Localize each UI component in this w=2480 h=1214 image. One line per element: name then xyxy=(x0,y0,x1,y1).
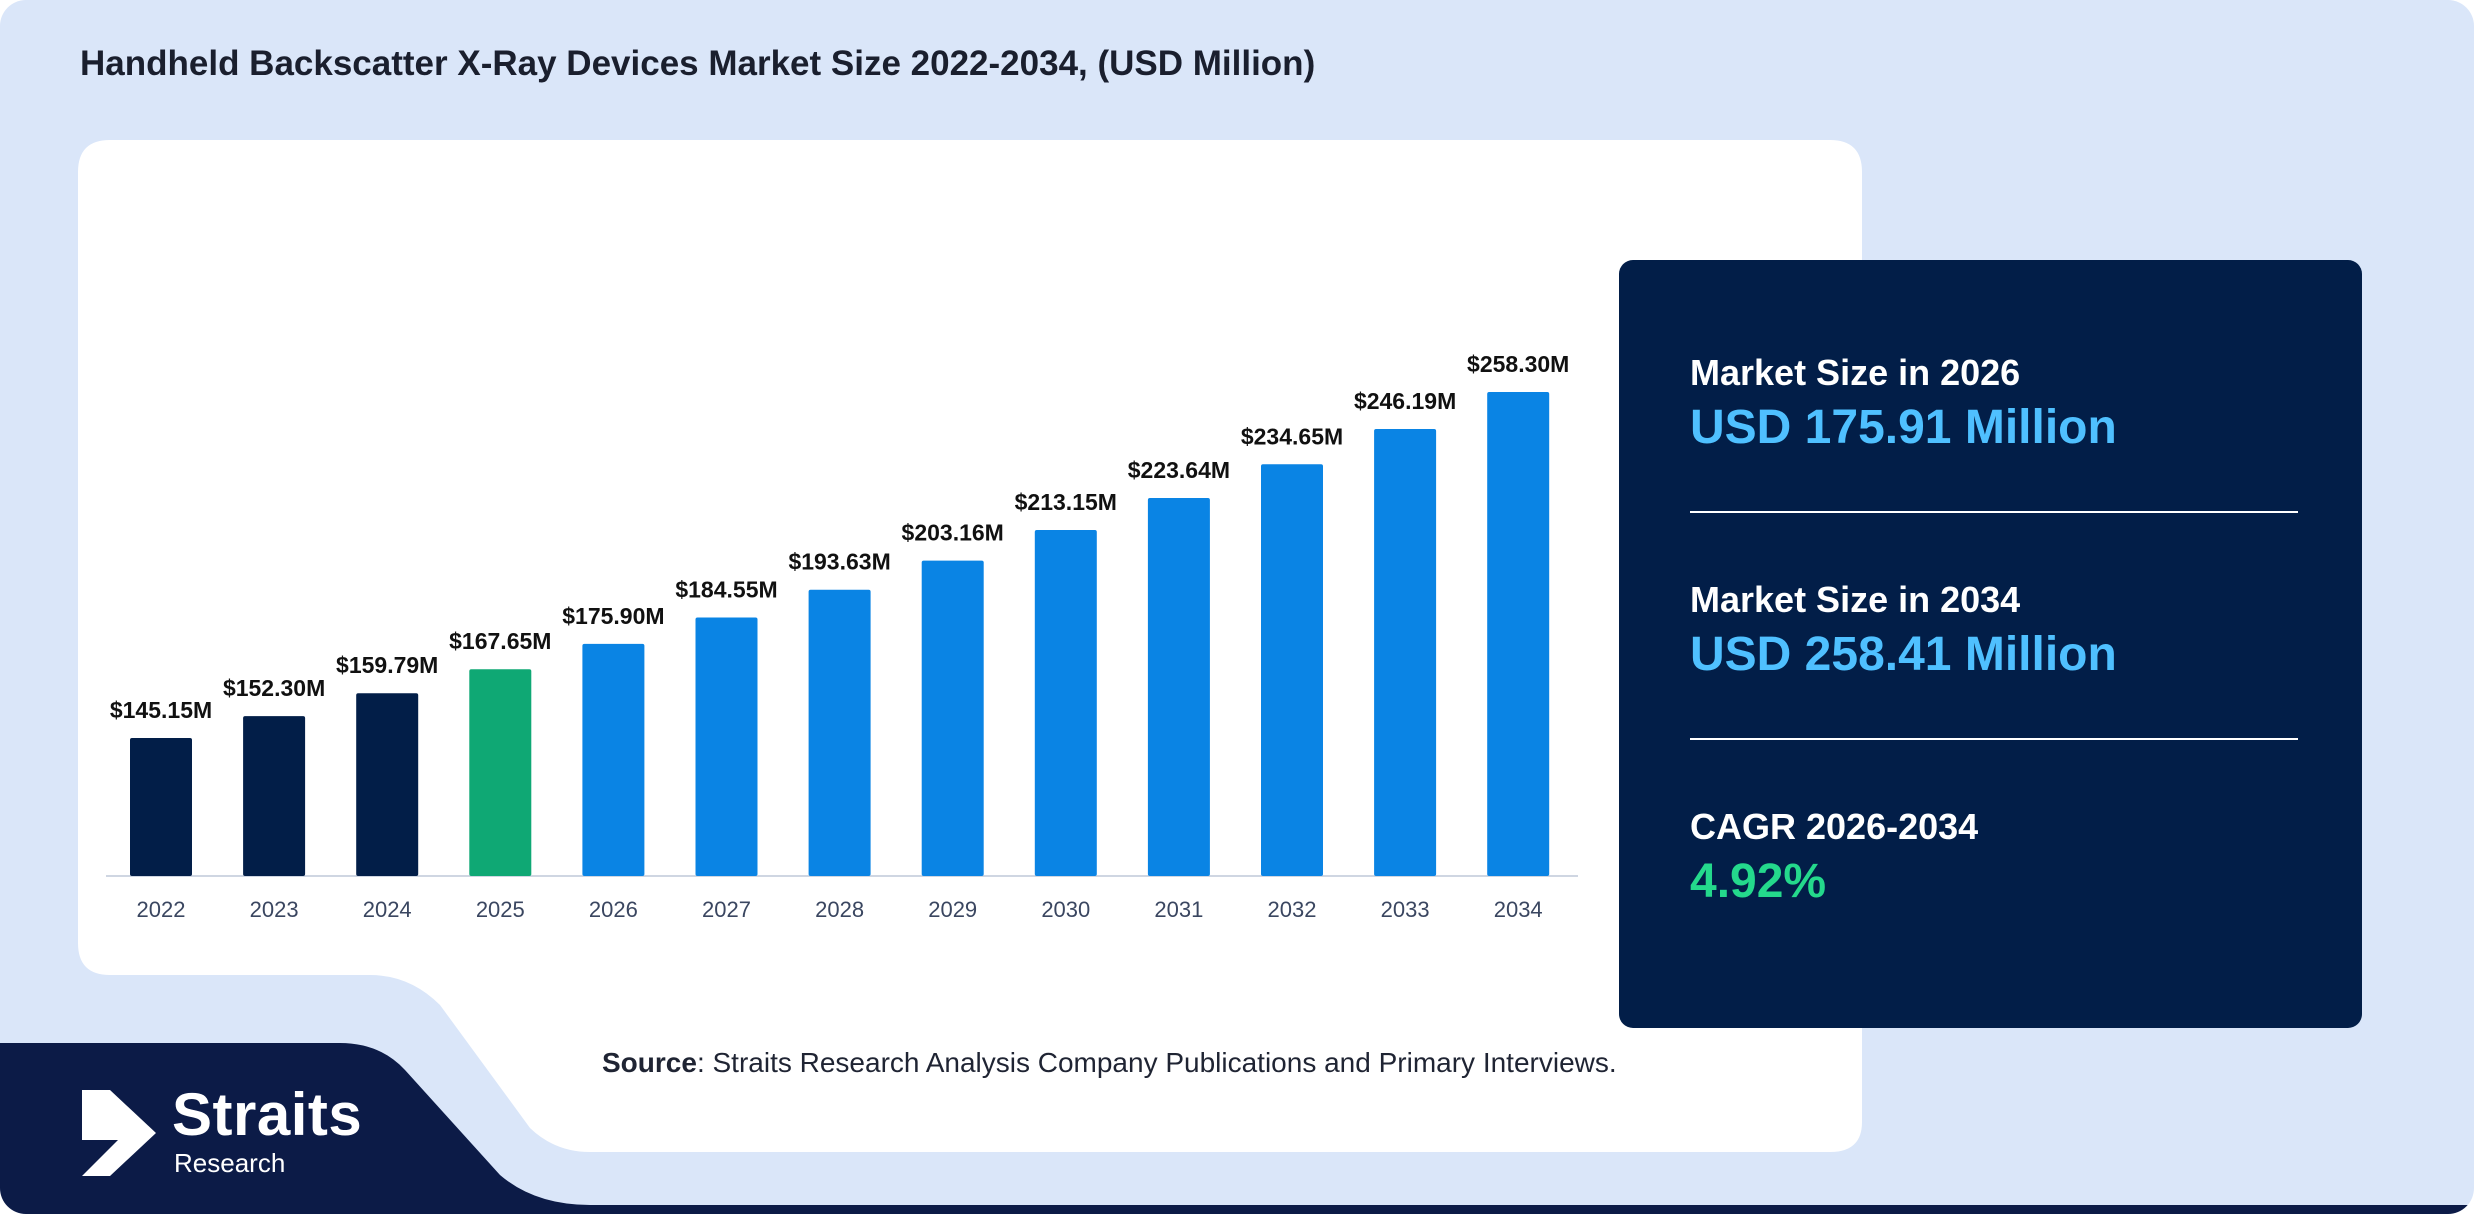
bar-chart: $145.15M 2022 $152.30M 2023 $159.79M 2024 $167… xyxy=(106,351,1578,922)
bar-2028 xyxy=(808,589,871,876)
bar-2031 xyxy=(1147,498,1210,876)
page-title: Handheld Backscatter X-Ray Devices Marke… xyxy=(80,44,1316,83)
data-label-2028: $193.63M xyxy=(788,549,890,575)
stat-label: CAGR 2026-2034 xyxy=(1690,806,1979,847)
bar-2024 xyxy=(356,693,419,876)
footer-band xyxy=(0,1043,2474,1214)
data-label-2031: $223.64M xyxy=(1128,457,1230,483)
stat-divider xyxy=(1690,511,2298,513)
stats-panel: Market Size in 2026 USD 175.91 Million M… xyxy=(1619,260,2362,1028)
x-tick-2023: 2023 xyxy=(250,897,299,922)
x-tick-2026: 2026 xyxy=(589,897,638,922)
logo-wordmark: Straits xyxy=(172,1081,363,1148)
data-label-2023: $152.30M xyxy=(223,675,325,701)
data-label-2034: $258.30M xyxy=(1467,351,1569,377)
x-tick-2027: 2027 xyxy=(702,897,751,922)
x-tick-2033: 2033 xyxy=(1381,897,1430,922)
x-tick-2024: 2024 xyxy=(363,897,412,922)
source-note: Source: Straits Research Analysis Compan… xyxy=(602,1047,1617,1079)
straits-logo: Straits Research xyxy=(80,1081,410,1180)
bar-2026 xyxy=(582,643,645,876)
bar-2033 xyxy=(1374,429,1437,876)
stat-label: Market Size in 2026 xyxy=(1690,352,2021,393)
x-tick-2034: 2034 xyxy=(1494,897,1543,922)
bar-2022 xyxy=(130,738,192,876)
x-tick-2030: 2030 xyxy=(1041,897,1090,922)
data-label-2029: $203.16M xyxy=(902,520,1004,546)
straits-chevron-icon xyxy=(82,1090,156,1176)
x-tick-2028: 2028 xyxy=(815,897,864,922)
data-label-2025: $167.65M xyxy=(449,628,551,654)
data-label-2024: $159.79M xyxy=(336,652,438,678)
data-label-2030: $213.15M xyxy=(1015,489,1117,515)
data-label-2032: $234.65M xyxy=(1241,423,1343,449)
data-label-2022: $145.15M xyxy=(110,697,212,723)
stat-divider xyxy=(1690,738,2298,740)
bar-2027 xyxy=(695,617,758,876)
stat-cagr: CAGR 2026-2034 4.92% xyxy=(1690,806,2298,909)
source-text: : Straits Research Analysis Company Publ… xyxy=(696,1047,1617,1078)
bar-2030 xyxy=(1034,530,1097,876)
x-tick-2022: 2022 xyxy=(137,897,186,922)
stat-value: 4.92% xyxy=(1690,855,1827,908)
x-tick-2032: 2032 xyxy=(1268,897,1317,922)
logo-subtitle: Research xyxy=(174,1148,286,1178)
data-label-2026: $175.90M xyxy=(562,603,664,629)
data-label-2027: $184.55M xyxy=(675,577,777,603)
bar-2025 xyxy=(469,669,532,876)
stat-label: Market Size in 2034 xyxy=(1690,579,2021,620)
bar-2029 xyxy=(921,560,984,876)
stat-market-2026: Market Size in 2026 USD 175.91 Million xyxy=(1690,352,2298,455)
source-label: Source xyxy=(602,1047,697,1078)
bar-2034 xyxy=(1487,392,1550,876)
x-tick-2031: 2031 xyxy=(1154,897,1203,922)
bar-2032 xyxy=(1261,464,1323,876)
x-tick-2029: 2029 xyxy=(928,897,977,922)
bars-layer: $145.15M 2022 $152.30M 2023 $159.79M 2024 $167… xyxy=(110,351,1570,922)
x-tick-2025: 2025 xyxy=(476,897,525,922)
bar-2023 xyxy=(243,716,306,876)
stat-value: USD 175.91 Million xyxy=(1690,401,2117,454)
stat-value: USD 258.41 Million xyxy=(1690,628,2117,681)
data-label-2033: $246.19M xyxy=(1354,388,1456,414)
stat-market-2034: Market Size in 2034 USD 258.41 Million xyxy=(1690,579,2298,682)
